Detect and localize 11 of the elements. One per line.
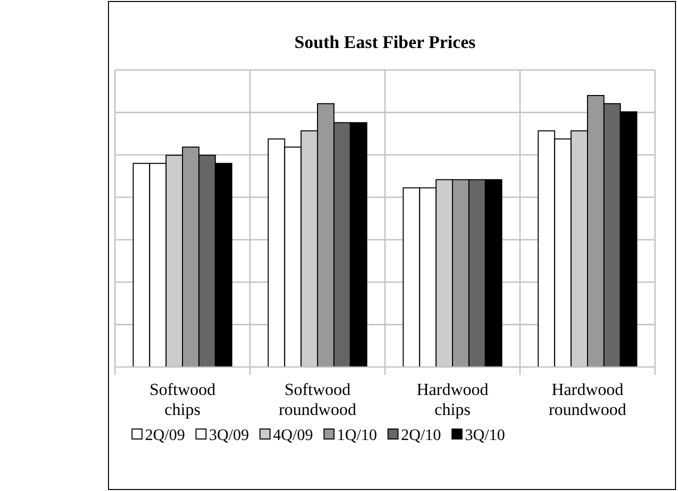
x-tick-label: Softwood chips [149,380,216,419]
legend-label: 4Q/09 [273,427,313,444]
x-tick-label: Hardwood roundwood [548,380,627,419]
legend-label: 3Q/09 [209,427,249,444]
legend-label: 2Q/09 [145,427,185,444]
x-tick-label: Softwood roundwood [278,380,357,419]
legend-label: 3Q/10 [465,427,505,444]
legend-label: 1Q/10 [337,427,377,444]
chart-title: South East Fiber Prices [294,32,476,52]
x-tick-label: Hardwood chips [416,380,489,419]
legend-label: 2Q/10 [401,427,441,444]
